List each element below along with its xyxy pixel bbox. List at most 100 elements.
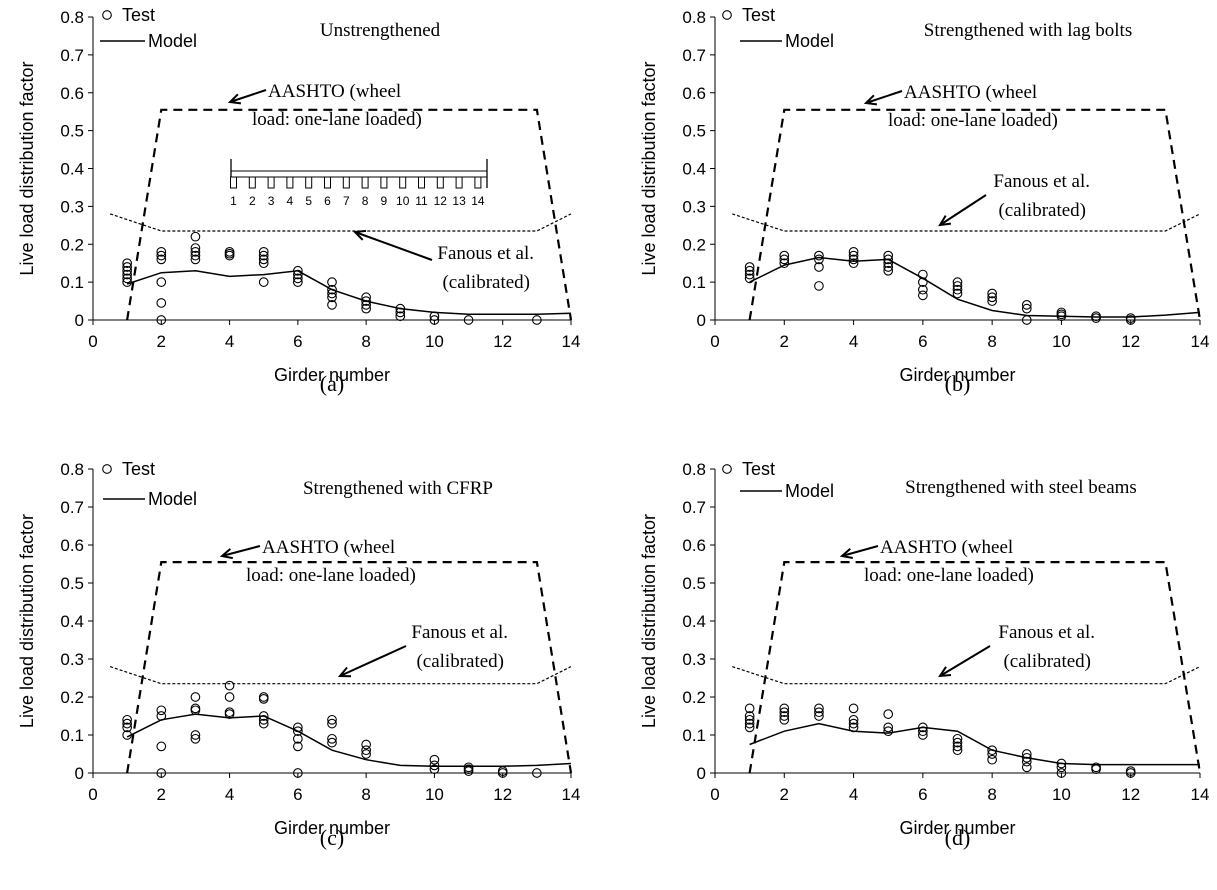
girder-4 (286, 176, 294, 189)
test-point (987, 296, 997, 306)
test-point (814, 703, 824, 714)
girder-label: 7 (343, 194, 350, 208)
test-point (1021, 300, 1032, 310)
girder-2 (248, 176, 256, 189)
legend-model-label: Model (148, 489, 197, 509)
annotation-arrowhead (863, 94, 878, 106)
y-tick-label: 0.5 (60, 122, 84, 141)
girder-7 (342, 176, 350, 189)
fanous-line (109, 666, 572, 685)
test-point (744, 718, 755, 729)
test-point (952, 288, 963, 299)
test-point (293, 733, 303, 744)
test-point (744, 703, 755, 714)
test-point (1091, 762, 1101, 773)
x-axis-title: Girder number (899, 818, 1015, 838)
test-point (1091, 764, 1101, 775)
aashto-annotation-line2: load: one-lane loaded) (864, 565, 1034, 586)
test-point (361, 745, 371, 756)
test-point (122, 262, 132, 272)
test-point (883, 262, 894, 272)
test-point (190, 705, 201, 716)
test-point (532, 768, 542, 778)
fanous-annotation-line1: Fanous et al. (437, 243, 534, 264)
legend-test-label: Test (742, 5, 775, 25)
test-point (327, 284, 337, 295)
annotation-arrow (939, 194, 987, 226)
fanous-annotation-line1: Fanous et al. (993, 171, 1090, 192)
y-tick-label: 0.4 (60, 612, 84, 631)
annotation-arrowhead (938, 666, 952, 678)
test-point (156, 768, 167, 778)
x-tick-label: 0 (710, 785, 719, 804)
test-point (429, 315, 440, 325)
annotation-arrowhead (227, 93, 242, 105)
panel-caption: (d) (945, 825, 971, 850)
x-tick-label: 8 (361, 785, 370, 804)
test-point (190, 250, 201, 261)
x-tick-label: 0 (88, 785, 97, 804)
annotation-arrow (354, 231, 433, 261)
test-point (190, 254, 201, 265)
x-tick-label: 10 (425, 785, 444, 804)
aashto-annotation-line1: AASHTO (wheel (262, 537, 395, 558)
test-point (1021, 762, 1032, 773)
test-point (156, 315, 167, 325)
test-point (122, 714, 132, 725)
y-tick-label: 0.4 (60, 160, 84, 179)
y-tick-label: 0.6 (60, 84, 84, 103)
legend-model-label: Model (785, 31, 834, 51)
test-point (190, 692, 201, 702)
y-tick-label: 0.5 (682, 122, 706, 141)
aashto-line (126, 561, 573, 774)
y-tick-label: 0.7 (682, 498, 706, 517)
test-point (848, 250, 859, 261)
test-point (258, 694, 269, 704)
panel-caption: (a) (320, 371, 344, 396)
legend-test-label: Test (122, 5, 155, 25)
test-point (779, 254, 790, 265)
test-point (987, 292, 997, 303)
test-point (190, 243, 201, 253)
panel-caption: (b) (945, 371, 971, 396)
aashto-annotation-line2: load: one-lane loaded) (246, 565, 416, 586)
test-point (952, 733, 963, 744)
bridge-cross-section-diagram: 1 2 3 4 5 6 7 8 9 10 11 12 13 14 (230, 159, 488, 208)
x-tick-label: 10 (425, 332, 444, 351)
annotation-arrowhead (839, 547, 854, 559)
legend-test-marker (722, 464, 732, 474)
fanous-line (732, 666, 1201, 685)
x-tick-label: 14 (562, 785, 581, 804)
y-tick-label: 0.7 (682, 46, 706, 65)
test-point (883, 265, 894, 276)
y-tick-label: 0 (75, 764, 84, 783)
y-tick-label: 0.6 (60, 536, 84, 555)
y-axis-title: Live load distribution factor (639, 61, 659, 275)
legend-model-label: Model (785, 481, 834, 501)
test-point (122, 258, 132, 269)
legend-test-label: Test (122, 459, 155, 479)
test-point (814, 281, 824, 291)
test-point (1056, 309, 1067, 320)
y-tick-label: 0.3 (60, 197, 84, 216)
test-point (361, 749, 371, 759)
x-tick-label: 8 (987, 332, 996, 351)
test-point (327, 300, 337, 310)
girder-6 (324, 176, 331, 189)
y-tick-label: 0.6 (682, 536, 706, 555)
girder-label: 6 (324, 194, 331, 208)
aashto-annotation-line1: AASHTO (wheel (880, 537, 1013, 558)
test-point (779, 714, 790, 725)
y-tick-label: 0.3 (60, 650, 84, 669)
test-point (848, 718, 859, 729)
test-point (327, 737, 337, 748)
girder-3 (267, 176, 275, 189)
test-point (952, 737, 963, 748)
test-point (327, 718, 337, 729)
girder-label: 11 (415, 194, 428, 208)
test-point (190, 733, 201, 744)
test-point (258, 254, 269, 265)
legend-test-label: Test (742, 459, 775, 479)
x-tick-label: 14 (562, 332, 581, 351)
test-point (190, 246, 201, 257)
